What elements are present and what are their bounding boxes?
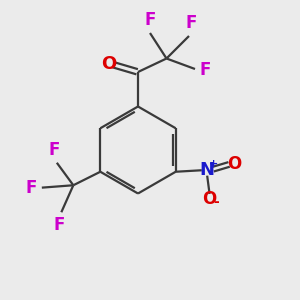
Text: O: O: [202, 190, 217, 208]
Text: O: O: [101, 55, 116, 73]
Text: F: F: [186, 14, 197, 32]
Text: F: F: [200, 61, 211, 79]
Text: F: F: [53, 217, 64, 235]
Text: F: F: [49, 141, 60, 159]
Text: F: F: [26, 178, 37, 197]
Text: N: N: [200, 161, 215, 179]
Text: F: F: [144, 11, 156, 29]
Text: -: -: [213, 195, 219, 209]
Text: +: +: [209, 159, 218, 169]
Text: O: O: [227, 155, 242, 173]
